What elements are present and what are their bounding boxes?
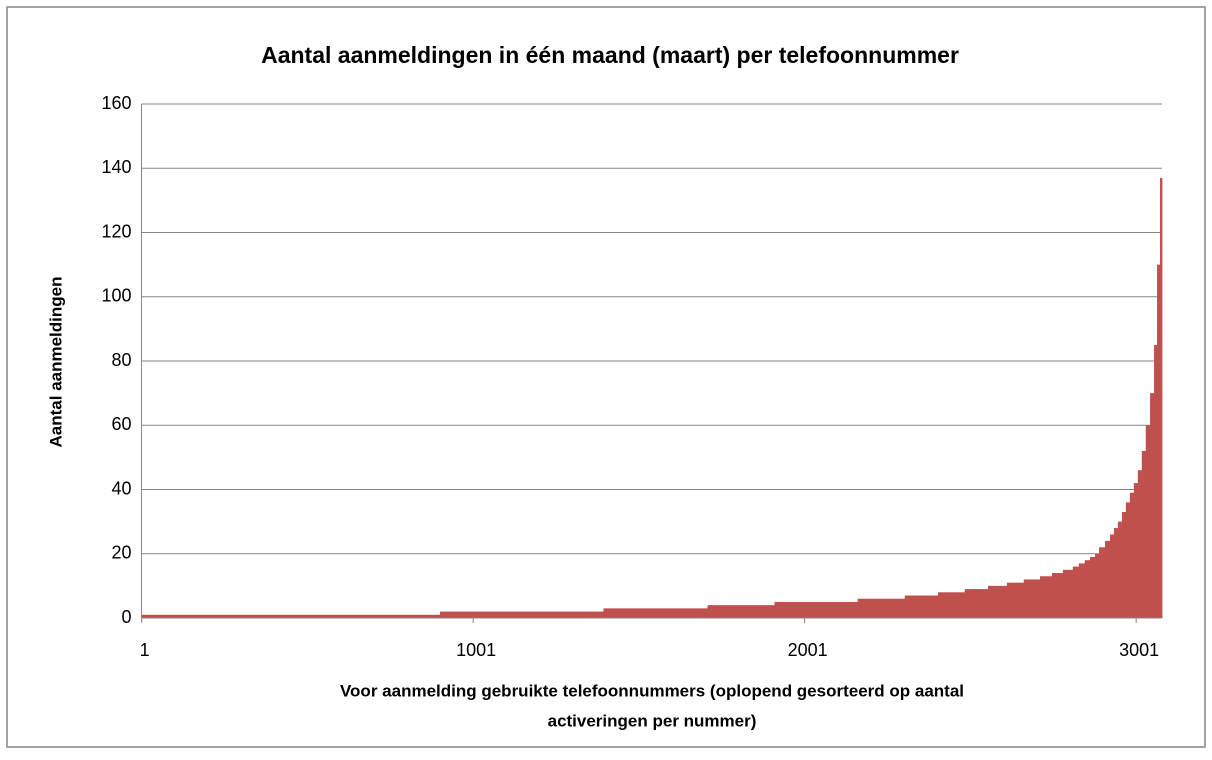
y-axis-label: Aantal aanmeldingen xyxy=(46,277,65,448)
bar xyxy=(1095,553,1100,618)
bar xyxy=(1084,560,1091,618)
bar xyxy=(774,601,859,618)
bar xyxy=(440,611,604,618)
bar xyxy=(937,592,966,618)
x-tick-label: 1001 xyxy=(456,640,496,660)
bar xyxy=(1113,528,1119,618)
x-axis-label: activeringen per nummer) xyxy=(548,711,757,730)
bar xyxy=(1145,425,1151,618)
bar xyxy=(1099,547,1106,618)
bar xyxy=(1023,579,1041,618)
y-tick-label: 20 xyxy=(111,543,131,563)
x-tick-label: 1 xyxy=(140,640,150,660)
y-tick-label: 0 xyxy=(121,607,131,627)
bar xyxy=(987,585,1008,618)
bar xyxy=(1137,470,1143,618)
bar xyxy=(1121,511,1127,618)
y-tick-label: 120 xyxy=(101,221,131,241)
bar xyxy=(1150,393,1155,618)
bar xyxy=(1051,573,1064,618)
x-tick-label: 2001 xyxy=(788,640,828,660)
bar xyxy=(964,589,989,618)
chart-title: Aantal aanmeldingen in één maand (maart)… xyxy=(261,42,959,68)
chart-frame xyxy=(6,6,1206,748)
bar xyxy=(1141,450,1147,618)
bar xyxy=(1090,556,1096,618)
y-tick-label: 80 xyxy=(111,350,131,370)
bar xyxy=(1117,521,1123,618)
bar xyxy=(1062,569,1074,618)
bar xyxy=(1160,177,1163,618)
y-tick-label: 160 xyxy=(101,93,131,113)
y-tick-label: 60 xyxy=(111,414,131,434)
y-tick-label: 100 xyxy=(101,286,131,306)
bar xyxy=(1109,534,1115,618)
y-tick-label: 40 xyxy=(111,478,131,498)
x-tick-label: 3001 xyxy=(1119,640,1159,660)
bar xyxy=(1129,492,1135,618)
bar xyxy=(1006,582,1025,618)
bar xyxy=(1078,563,1086,618)
bar xyxy=(1154,344,1158,618)
bar xyxy=(1125,502,1131,618)
bar xyxy=(904,595,939,618)
bar xyxy=(141,614,441,618)
bar xyxy=(1072,566,1080,618)
bar xyxy=(1133,483,1139,618)
bar xyxy=(1104,540,1111,618)
bar xyxy=(707,605,775,618)
y-tick-label: 140 xyxy=(101,157,131,177)
bar xyxy=(857,598,906,618)
x-axis-label: Voor aanmelding gebruikte telefoonnummer… xyxy=(340,681,964,700)
bar xyxy=(1040,576,1053,618)
bar xyxy=(603,608,708,618)
bar xyxy=(1157,264,1161,618)
